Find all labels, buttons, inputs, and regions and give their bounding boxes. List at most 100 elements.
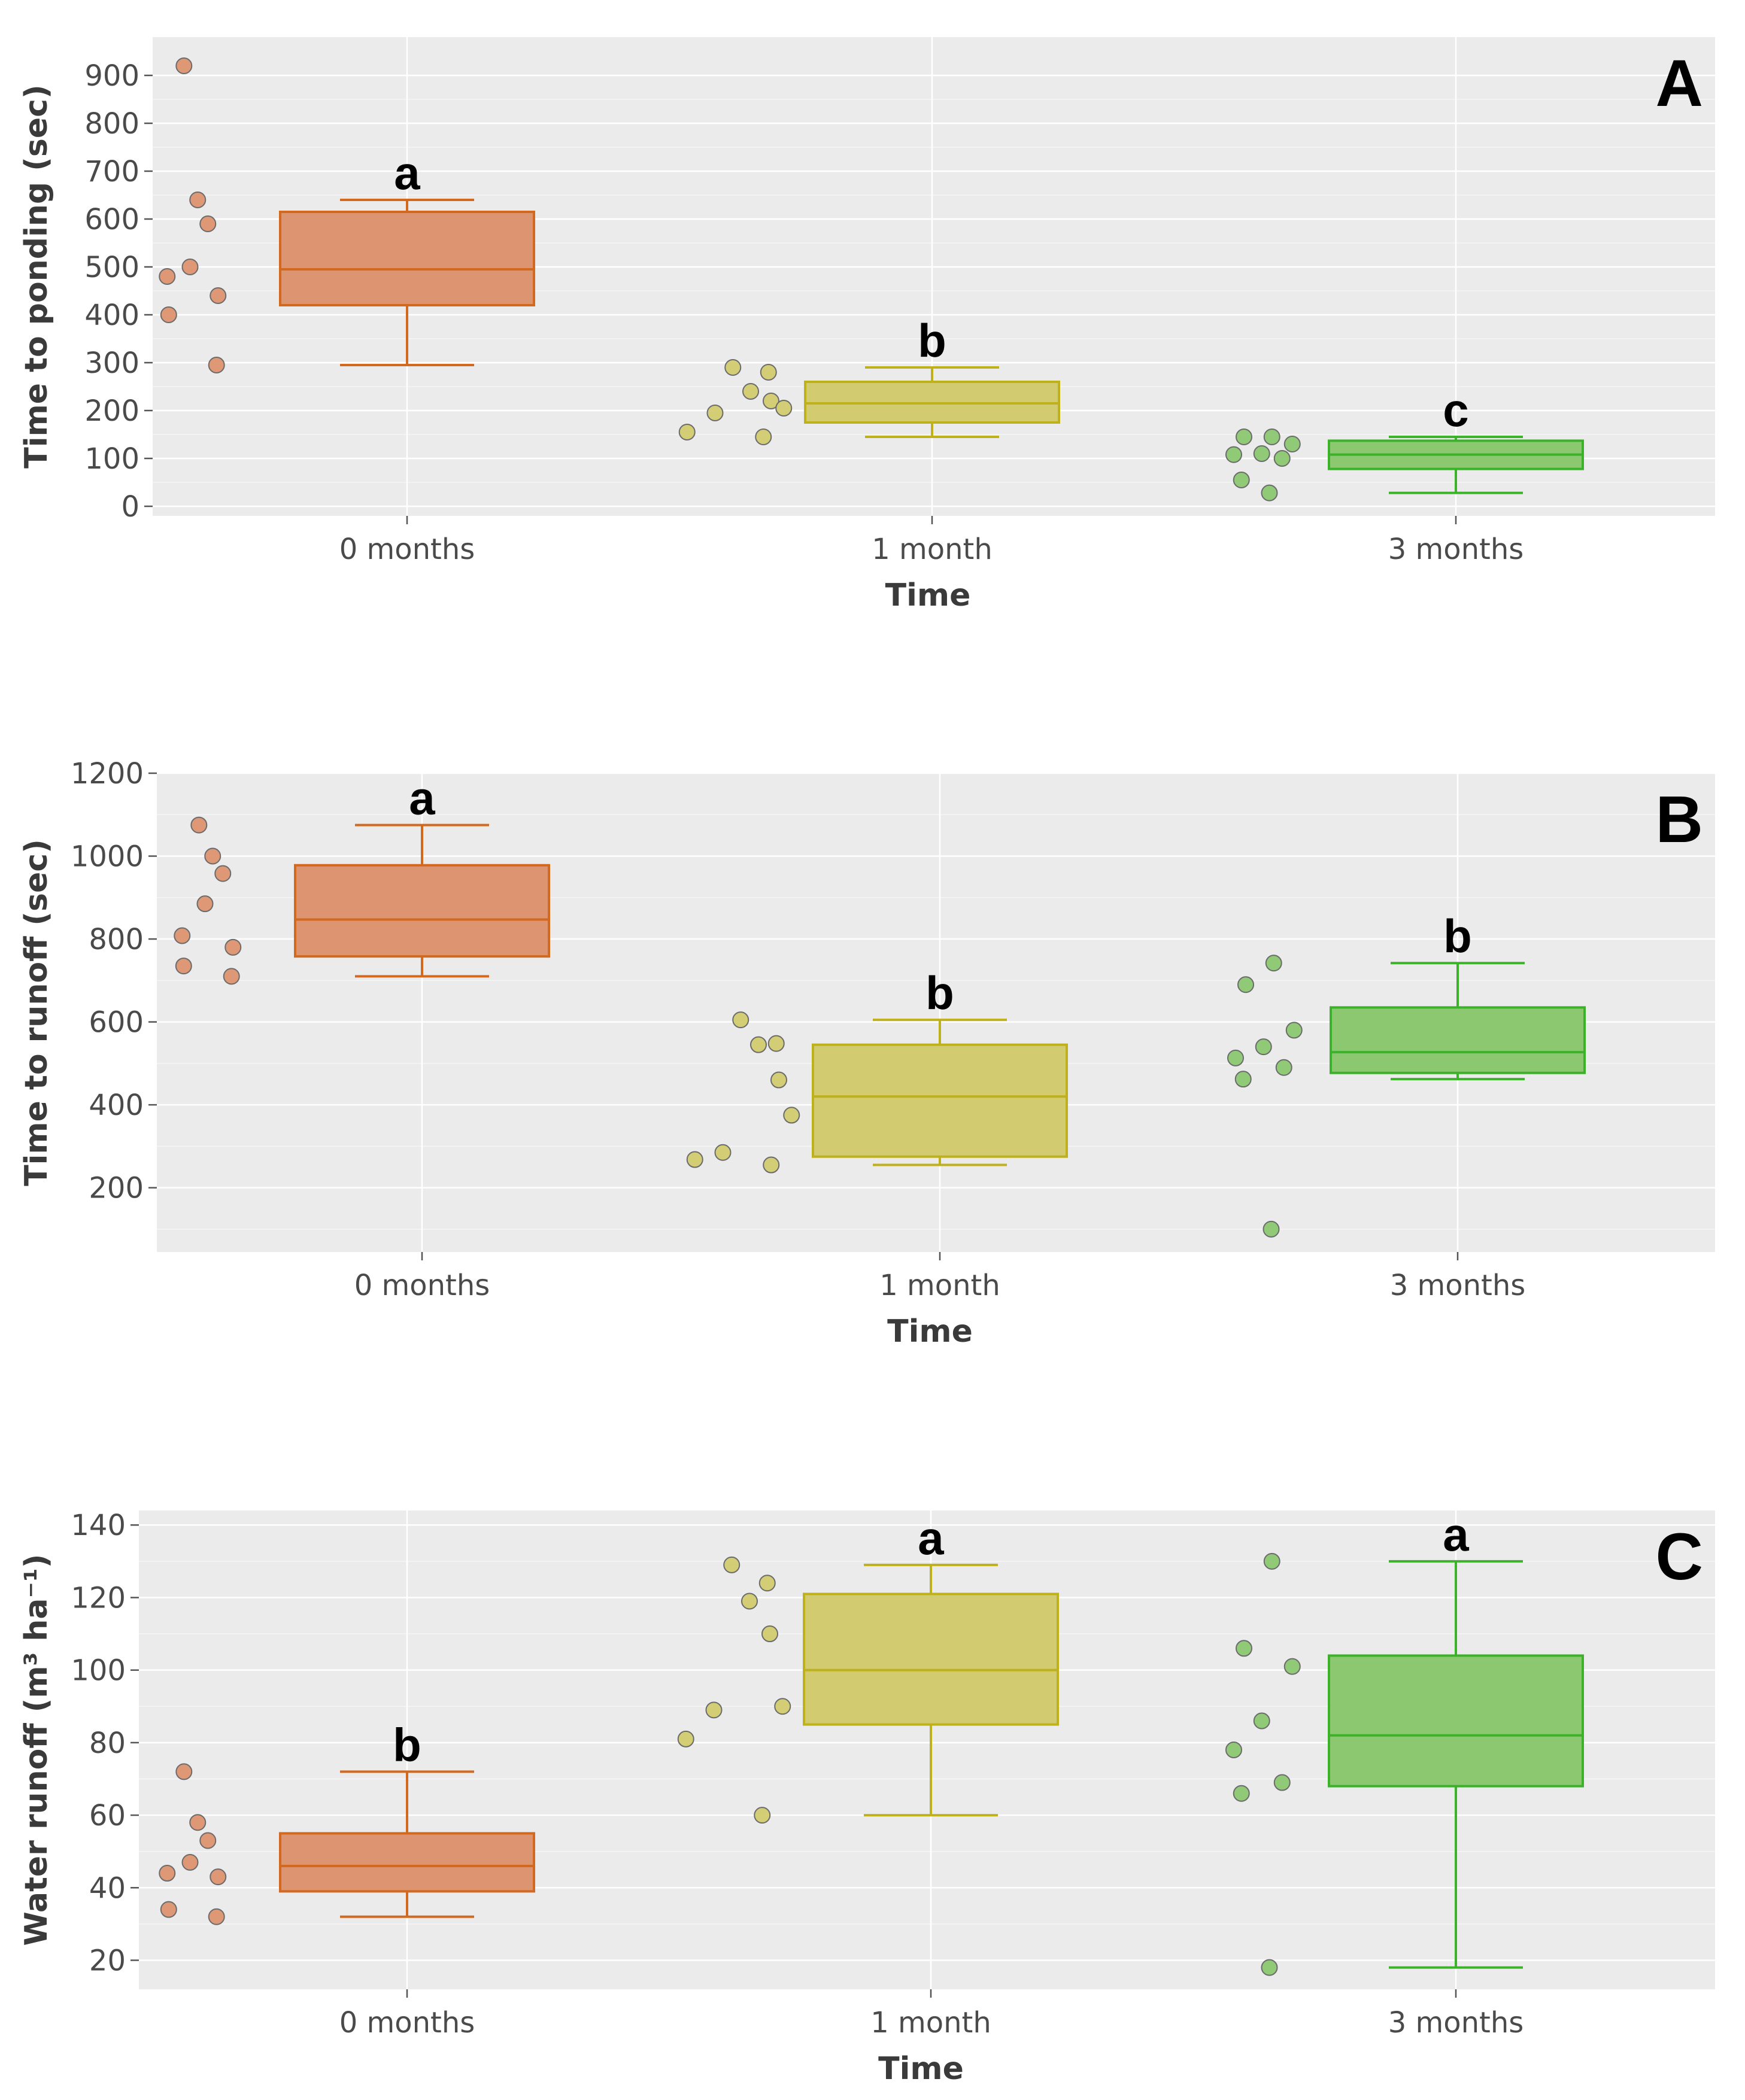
data-point bbox=[210, 287, 227, 304]
y-axis-title: Water runoff (m³ ha⁻¹) bbox=[19, 1554, 54, 1946]
x-axis-title: Time bbox=[887, 1314, 973, 1350]
box bbox=[1330, 1006, 1586, 1074]
x-tick-label: 3 months bbox=[1390, 1269, 1526, 1302]
group-0-months: b bbox=[159, 1718, 535, 1925]
data-point bbox=[160, 306, 177, 323]
group-1-month: b bbox=[686, 967, 1068, 1174]
data-point bbox=[159, 1865, 176, 1882]
data-point bbox=[1233, 472, 1250, 488]
y-tick-label: 1000 bbox=[71, 840, 144, 874]
data-point bbox=[1255, 1038, 1272, 1056]
data-point bbox=[208, 1908, 225, 1925]
data-point bbox=[724, 359, 742, 376]
group-1-month: a bbox=[677, 1512, 1059, 1824]
data-point bbox=[1273, 1774, 1291, 1791]
panel-A: 0 100 200 300 400 500 600 700 800 900 a 0 months b 1 … bbox=[19, 37, 1715, 613]
y-tick-label: 600 bbox=[89, 1006, 144, 1040]
data-point bbox=[175, 57, 193, 74]
data-point bbox=[1236, 428, 1252, 445]
data-point bbox=[196, 895, 214, 913]
y-tick-label: 500 bbox=[84, 251, 139, 284]
box bbox=[1328, 1654, 1584, 1788]
y-tick-label: 60 bbox=[89, 1799, 126, 1832]
y-tick-label: 20 bbox=[89, 1944, 126, 1978]
y-tick-label: 800 bbox=[89, 923, 144, 956]
group-0-months: a bbox=[159, 57, 535, 373]
x-axis-title: Time bbox=[878, 2051, 964, 2087]
y-tick-label: 600 bbox=[84, 203, 139, 236]
group-3-months: a bbox=[1225, 1508, 1584, 1976]
data-point bbox=[758, 1575, 776, 1592]
y-tick-label: 80 bbox=[89, 1727, 126, 1760]
y-tick-label: 0 bbox=[121, 490, 139, 524]
y-tick-label: 1200 bbox=[71, 757, 144, 791]
data-point bbox=[770, 1071, 787, 1089]
data-point bbox=[1225, 446, 1242, 463]
data-point bbox=[160, 1901, 177, 1918]
data-point bbox=[214, 865, 232, 882]
data-point bbox=[1227, 1049, 1244, 1066]
significance-letter: a bbox=[394, 147, 420, 199]
data-point bbox=[1253, 445, 1270, 462]
data-point bbox=[189, 192, 207, 208]
data-point bbox=[1263, 1552, 1280, 1570]
data-point bbox=[174, 927, 191, 944]
data-point bbox=[763, 1156, 780, 1174]
data-point bbox=[760, 364, 777, 381]
group-3-months: b bbox=[1227, 910, 1586, 1238]
significance-letter: a bbox=[1443, 1508, 1469, 1561]
x-tick-label: 1 month bbox=[872, 533, 993, 566]
x-axis-title: Time bbox=[885, 578, 971, 613]
significance-letter: b bbox=[925, 967, 954, 1019]
significance-letter: b bbox=[1443, 910, 1472, 962]
data-point bbox=[1234, 1071, 1252, 1088]
panel-label: C bbox=[1656, 1520, 1703, 1594]
data-point bbox=[181, 259, 199, 275]
data-point bbox=[1275, 1059, 1292, 1076]
data-point bbox=[175, 1763, 193, 1780]
panel-B: 200 400 600 800 1000 1200 a 0 months b 1 month b 3 … bbox=[19, 757, 1715, 1350]
y-tick-label: 200 bbox=[84, 394, 139, 428]
y-tick-label: 120 bbox=[71, 1581, 126, 1615]
x-tick-label: 0 months bbox=[339, 533, 475, 566]
panel-label: B bbox=[1656, 783, 1703, 856]
data-point bbox=[1283, 436, 1301, 452]
data-point bbox=[1237, 976, 1254, 993]
data-point bbox=[755, 428, 772, 445]
data-point bbox=[774, 1698, 791, 1715]
data-point bbox=[199, 1832, 217, 1849]
x-tick-label: 1 month bbox=[879, 1269, 1000, 1302]
y-tick-label: 100 bbox=[71, 1654, 126, 1688]
x-tick-label: 1 month bbox=[870, 2006, 991, 2040]
box bbox=[294, 864, 550, 958]
data-point bbox=[208, 357, 225, 373]
data-point bbox=[742, 383, 759, 400]
y-axis-title: Time to runoff (sec) bbox=[19, 839, 54, 1186]
data-point bbox=[210, 1868, 227, 1886]
data-point bbox=[741, 1593, 758, 1610]
data-point bbox=[175, 958, 192, 975]
data-point bbox=[750, 1036, 767, 1053]
data-point bbox=[1273, 450, 1291, 467]
y-tick-label: 400 bbox=[84, 299, 139, 332]
significance-letter: b bbox=[393, 1718, 421, 1771]
y-tick-label: 900 bbox=[84, 59, 139, 93]
group-0-months: a bbox=[174, 772, 550, 985]
y-tick-label: 300 bbox=[84, 347, 139, 380]
data-point bbox=[1253, 1712, 1270, 1730]
data-point bbox=[775, 400, 793, 417]
data-point bbox=[754, 1807, 771, 1824]
data-point bbox=[1263, 1220, 1280, 1238]
data-point bbox=[1236, 1640, 1252, 1657]
significance-letter: b bbox=[918, 314, 946, 367]
data-point bbox=[783, 1107, 800, 1124]
y-tick-label: 700 bbox=[84, 155, 139, 189]
significance-letter: a bbox=[409, 772, 435, 825]
group-3-months: c bbox=[1225, 384, 1584, 502]
x-tick-label: 0 months bbox=[354, 1269, 490, 1302]
data-point bbox=[677, 1730, 694, 1748]
x-tick-label: 0 months bbox=[339, 2006, 475, 2040]
data-point bbox=[159, 268, 176, 285]
